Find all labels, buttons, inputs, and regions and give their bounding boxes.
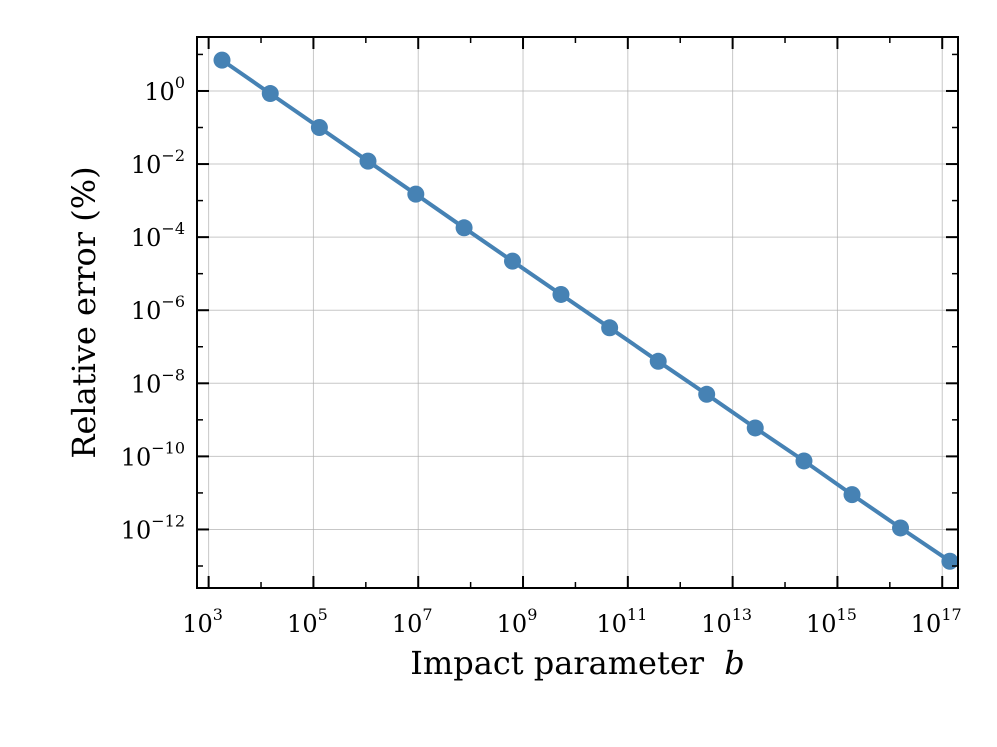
x-tick-label: 1015 — [806, 605, 857, 638]
data-point — [504, 252, 522, 270]
y-tick-label: 10−6 — [131, 292, 185, 325]
data-point — [359, 152, 377, 170]
y-tick-label-exponent: −8 — [161, 365, 185, 384]
y-tick-label-exponent: −10 — [151, 438, 185, 457]
y-tick-label-base: 10 — [131, 224, 162, 252]
x-tick-label: 105 — [287, 605, 328, 638]
data-point — [746, 419, 764, 437]
y-tick-label-exponent: −6 — [161, 292, 185, 311]
y-tick-label-exponent: −2 — [161, 146, 185, 165]
y-tick-label: 100 — [144, 73, 185, 106]
plot-frame — [196, 36, 959, 589]
y-tick-label-exponent: −12 — [151, 511, 185, 530]
y-axis-title: Relative error (%) — [65, 166, 103, 458]
x-tick-label-base: 10 — [182, 610, 213, 638]
y-tick-label-base: 10 — [131, 370, 162, 398]
series-points-layer — [213, 51, 959, 570]
y-tick-label: 10−4 — [131, 219, 185, 252]
data-point — [892, 519, 910, 537]
x-tick-label-base: 10 — [806, 610, 837, 638]
y-tick-label: 10−10 — [121, 438, 185, 471]
tick-marks — [197, 37, 958, 588]
grid-lines — [197, 37, 958, 588]
x-tick-label: 1013 — [701, 605, 752, 638]
x-tick-label-base: 10 — [497, 610, 528, 638]
data-point — [261, 85, 279, 103]
series-line — [220, 58, 952, 563]
x-tick-label-exponent: 13 — [732, 605, 752, 624]
x-tick-label-base: 10 — [911, 610, 942, 638]
y-tick-label-base: 10 — [131, 151, 162, 179]
x-tick-label-base: 10 — [596, 610, 627, 638]
y-tick-label: 10−2 — [131, 146, 185, 179]
x-axis-title-symbol: b — [724, 644, 744, 682]
y-tick-label: 10−8 — [131, 365, 185, 398]
x-axis-title-text: Impact parameter — [410, 644, 705, 682]
x-tick-label-base: 10 — [392, 610, 423, 638]
y-tick-label-base: 10 — [131, 297, 162, 325]
data-point — [795, 452, 813, 470]
x-tick-label: 1017 — [911, 605, 962, 638]
x-tick-label-base: 10 — [287, 610, 318, 638]
x-tick-label-exponent: 11 — [627, 605, 647, 624]
data-point — [310, 119, 328, 137]
y-tick-label: 10−12 — [121, 511, 185, 544]
data-point — [649, 352, 667, 370]
x-tick-label: 109 — [497, 605, 538, 638]
series-line-layer — [220, 58, 952, 563]
y-tick-label-exponent: 0 — [175, 73, 185, 92]
x-tick-label-exponent: 9 — [527, 605, 537, 624]
x-tick-label-exponent: 17 — [941, 605, 961, 624]
data-point — [455, 219, 473, 237]
x-tick-label-base: 10 — [701, 610, 732, 638]
x-tick-label: 1011 — [596, 605, 647, 638]
y-tick-label-base: 10 — [144, 78, 175, 106]
x-tick-label: 107 — [392, 605, 433, 638]
data-point — [552, 285, 570, 303]
data-point — [213, 51, 231, 69]
x-tick-label-exponent: 3 — [213, 605, 223, 624]
y-tick-label-base: 10 — [121, 516, 152, 544]
data-point — [601, 319, 619, 337]
x-tick-labels: 103 105 107 109 1011 1013 1015 1017 — [182, 605, 961, 638]
y-tick-label-base: 10 — [121, 443, 152, 471]
x-axis-title: Impact parameter b — [410, 644, 744, 682]
data-point — [941, 552, 959, 570]
data-point — [698, 385, 716, 403]
x-tick-label: 103 — [182, 605, 223, 638]
y-tick-label-exponent: −4 — [161, 219, 185, 238]
x-tick-label-exponent: 7 — [422, 605, 432, 624]
x-tick-label-exponent: 15 — [837, 605, 857, 624]
data-point — [407, 185, 425, 203]
data-point — [843, 486, 861, 504]
x-tick-label-exponent: 5 — [318, 605, 328, 624]
